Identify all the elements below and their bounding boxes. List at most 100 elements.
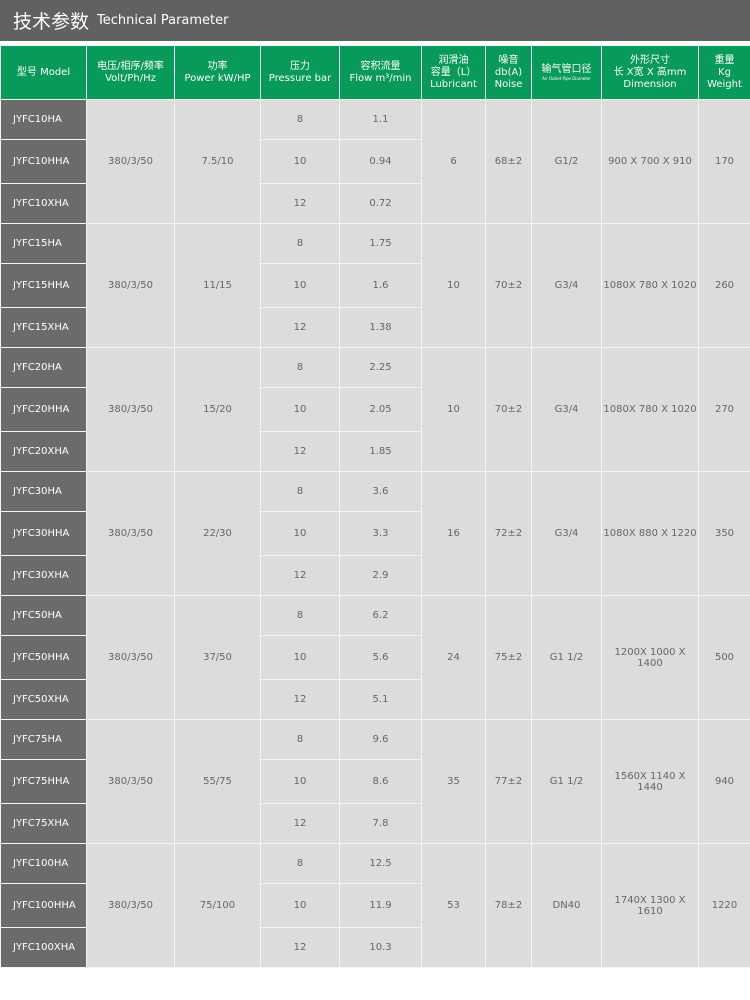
- flow-cell: 5.1: [339, 679, 422, 720]
- header-model-l1: 型号 Model: [16, 66, 71, 78]
- header-power-l1: 功率: [207, 60, 228, 72]
- header-weight-l2: Kg: [718, 66, 731, 78]
- lubricant-cell: 53: [421, 843, 486, 968]
- volt-cell: 380/3/50: [86, 347, 175, 472]
- volt-cell: 380/3/50: [86, 719, 175, 844]
- header-pipe-l2: Air Outlet Pipe Diameter: [542, 76, 591, 81]
- weight-cell: 170: [698, 99, 750, 224]
- pressure-cell: 8: [260, 347, 340, 388]
- pressure-cell: 12: [260, 555, 340, 596]
- header-pipe-l1: 输气管口径: [541, 64, 592, 75]
- weight-cell: 260: [698, 223, 750, 348]
- table-row: JYFC50HHA 10 5.6: [0, 635, 750, 680]
- dimension-cell: 1560X 1140 X 1440: [601, 719, 699, 844]
- table-row: JYFC20XHA 12 1.85: [0, 431, 750, 472]
- table-row: JYFC50HA 380/3/50 37/50 8 6.2 24 75±2 G1 1/2 120…: [0, 595, 750, 720]
- pressure-cell: 12: [260, 307, 340, 348]
- lubricant-cell: 35: [421, 719, 486, 844]
- table-row: JYFC10HA 380/3/50 7.5/10 8 1.1 6 68±2 G1/2 900 X…: [0, 99, 750, 224]
- header-dimension-l3: Dimension: [623, 78, 677, 90]
- volt-cell: 380/3/50: [86, 99, 175, 224]
- lubricant-cell: 6: [421, 99, 486, 224]
- header-noise-l2: db(A): [494, 66, 523, 78]
- volt-cell: 380/3/50: [86, 471, 175, 596]
- power-cell: 11/15: [174, 223, 261, 348]
- header-pressure: 压力 Pressure bar: [260, 45, 340, 100]
- pressure-cell: 12: [260, 679, 340, 720]
- pressure-cell: 8: [260, 471, 340, 512]
- pressure-cell: 10: [260, 387, 340, 432]
- header-volt-l2: Volt/Ph/Hz: [105, 72, 156, 84]
- pressure-cell: 10: [260, 883, 340, 928]
- model-cell: JYFC30XHA: [0, 555, 87, 596]
- lubricant-cell: 16: [421, 471, 486, 596]
- title-cn: 技术参数: [13, 11, 90, 33]
- header-weight-l1: 重量: [714, 54, 735, 66]
- pressure-cell: 10: [260, 139, 340, 184]
- flow-cell: 7.8: [339, 803, 422, 844]
- pressure-cell: 12: [260, 183, 340, 224]
- flow-cell: 8.6: [339, 759, 422, 804]
- table-row: JYFC100XHA 12 10.3: [0, 927, 750, 968]
- table-row: JYFC10HHA 10 0.94: [0, 139, 750, 184]
- table-row: JYFC100HA 380/3/50 75/100 8 12.5 53 78±2 DN40 17…: [0, 843, 750, 968]
- table-row: JYFC15HHA 10 1.6: [0, 263, 750, 308]
- pipe-cell: G3/4: [531, 471, 602, 596]
- header-weight-l3: Weight: [707, 78, 742, 90]
- flow-cell: 2.25: [339, 347, 422, 388]
- noise-cell: 75±2: [485, 595, 532, 720]
- model-cell: JYFC50XHA: [0, 679, 87, 720]
- header-pipe: 输气管口径 Air Outlet Pipe Diameter: [531, 45, 602, 100]
- table-row: JYFC10XHA 12 0.72: [0, 183, 750, 224]
- pipe-cell: G3/4: [531, 223, 602, 348]
- header-pressure-l2: Pressure bar: [268, 72, 332, 84]
- model-cell: JYFC100XHA: [0, 927, 87, 968]
- volt-cell: 380/3/50: [86, 595, 175, 720]
- header-pressure-l1: 压力: [290, 60, 310, 72]
- flow-cell: 10.3: [339, 927, 422, 968]
- table-row: JYFC30HHA 10 3.3: [0, 511, 750, 556]
- flow-cell: 6.2: [339, 595, 422, 636]
- header-lubricant-l3: Lubricant: [430, 78, 477, 90]
- pipe-cell: G1/2: [531, 99, 602, 224]
- table-row: JYFC30XHA 12 2.9: [0, 555, 750, 596]
- header-model: 型号 Model: [0, 45, 87, 100]
- flow-cell: 11.9: [339, 883, 422, 928]
- header-weight: 重量 Kg Weight: [698, 45, 750, 100]
- weight-cell: 270: [698, 347, 750, 472]
- model-cell: JYFC20XHA: [0, 431, 87, 472]
- model-cell: JYFC15HHA: [0, 263, 87, 308]
- power-cell: 55/75: [174, 719, 261, 844]
- noise-cell: 78±2: [485, 843, 532, 968]
- dimension-cell: 900 X 700 X 910: [601, 99, 699, 224]
- header-flow: 容积流量 Flow m³/min: [339, 45, 422, 100]
- power-cell: 7.5/10: [174, 99, 261, 224]
- header-lubricant: 润滑油 容量（L） Lubricant: [421, 45, 486, 100]
- table-row: JYFC15HA 380/3/50 11/15 8 1.75 10 70±2 G3/4 1080…: [0, 223, 750, 348]
- lubricant-cell: 10: [421, 347, 486, 472]
- noise-cell: 77±2: [485, 719, 532, 844]
- header-volt-l1: 电压/相序/频率: [97, 60, 164, 72]
- dimension-cell: 1200X 1000 X 1400: [601, 595, 699, 720]
- flow-cell: 0.94: [339, 139, 422, 184]
- pressure-cell: 12: [260, 927, 340, 968]
- power-cell: 37/50: [174, 595, 261, 720]
- noise-cell: 70±2: [485, 223, 532, 348]
- model-cell: JYFC100HA: [0, 843, 87, 884]
- weight-cell: 1220: [698, 843, 750, 968]
- power-cell: 75/100: [174, 843, 261, 968]
- flow-cell: 3.3: [339, 511, 422, 556]
- flow-cell: 1.38: [339, 307, 422, 348]
- title-bar: 技术参数 Technical Parameter: [0, 0, 750, 41]
- pipe-cell: G3/4: [531, 347, 602, 472]
- dimension-cell: 1740X 1300 X 1610: [601, 843, 699, 968]
- flow-cell: 1.85: [339, 431, 422, 472]
- weight-cell: 350: [698, 471, 750, 596]
- flow-cell: 2.05: [339, 387, 422, 432]
- table-row: JYFC30HA 380/3/50 22/30 8 3.6 16 72±2 G3/4 1080X…: [0, 471, 750, 596]
- model-cell: JYFC75XHA: [0, 803, 87, 844]
- flow-cell: 9.6: [339, 719, 422, 760]
- pressure-cell: 10: [260, 759, 340, 804]
- header-flow-l2: Flow m³/min: [349, 72, 412, 84]
- flow-cell: 1.1: [339, 99, 422, 140]
